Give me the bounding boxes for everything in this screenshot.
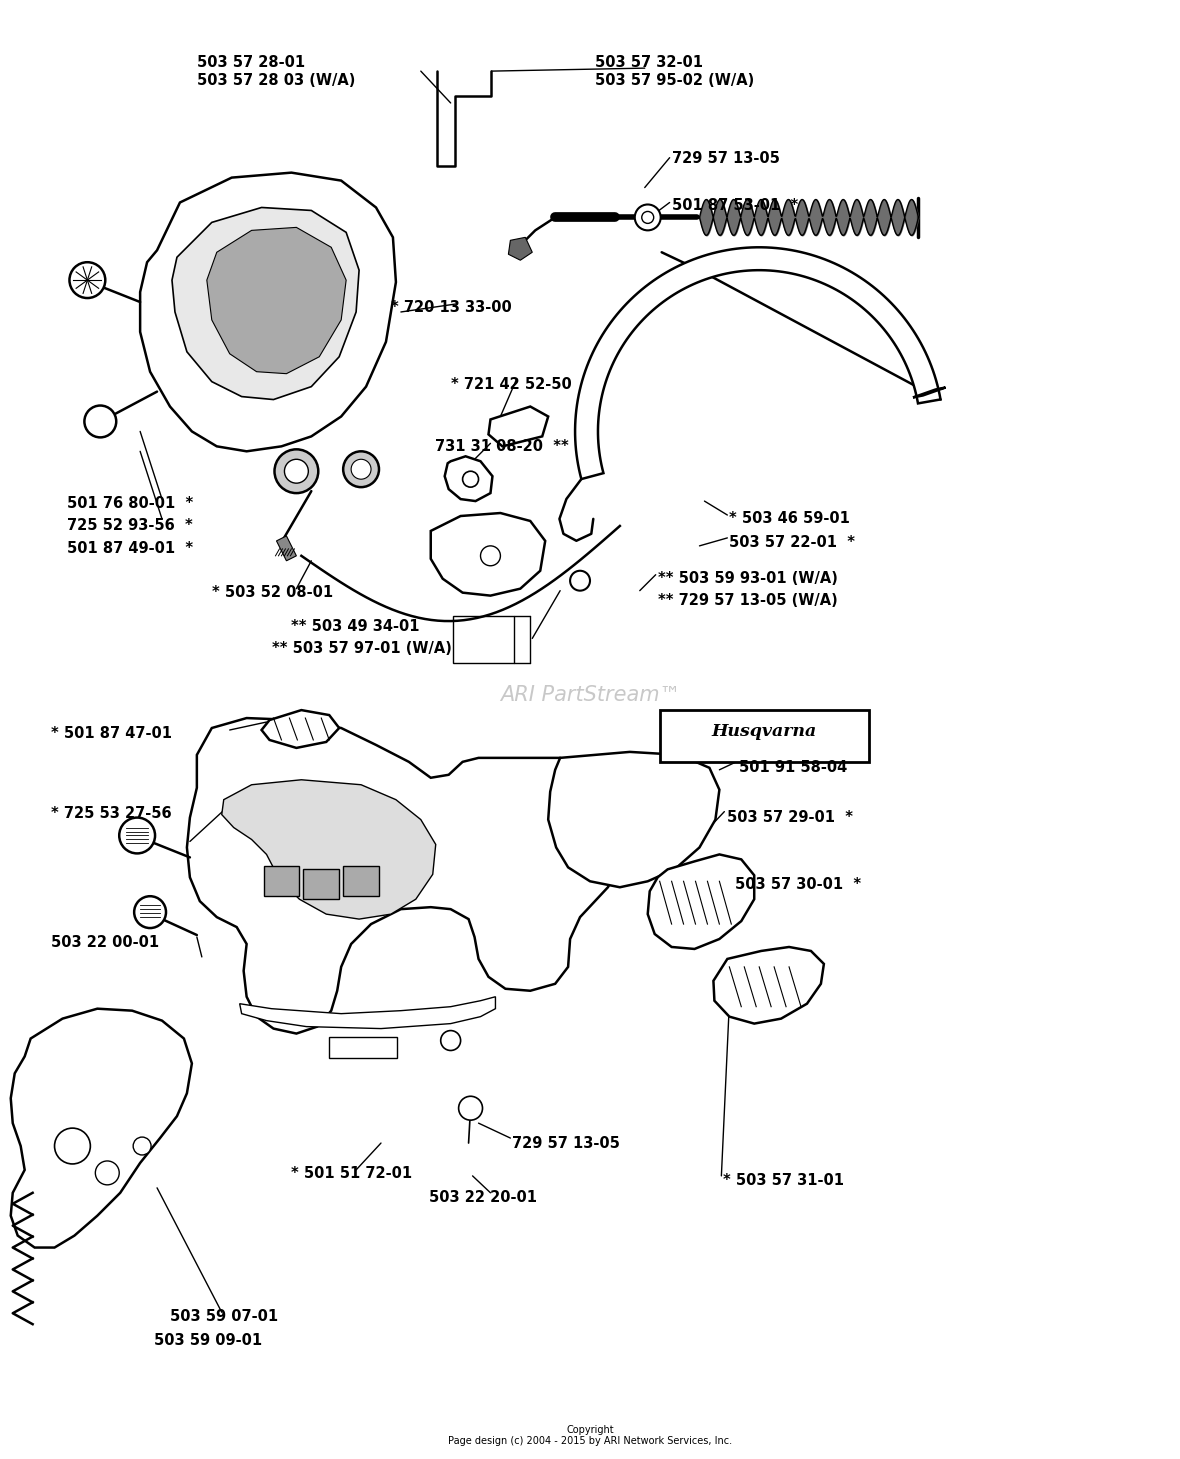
Polygon shape — [11, 1008, 192, 1247]
Polygon shape — [549, 751, 720, 887]
Text: 503 57 30-01  *: 503 57 30-01 * — [735, 877, 861, 893]
Polygon shape — [509, 238, 532, 260]
Text: 503 57 28-01
503 57 28 03 (W/A): 503 57 28-01 503 57 28 03 (W/A) — [197, 55, 355, 88]
Text: * 720 13 33-00: * 720 13 33-00 — [391, 301, 512, 315]
Text: 503 22 20-01: 503 22 20-01 — [428, 1191, 537, 1205]
Text: 729 57 13-05: 729 57 13-05 — [671, 150, 780, 166]
Polygon shape — [172, 207, 359, 400]
Circle shape — [96, 1161, 119, 1185]
Polygon shape — [262, 711, 339, 748]
Polygon shape — [575, 247, 940, 479]
Text: 725 52 93-56  *: 725 52 93-56 * — [67, 518, 194, 533]
Text: ARI PartStream™: ARI PartStream™ — [500, 686, 680, 705]
Circle shape — [642, 212, 654, 223]
Circle shape — [284, 460, 308, 483]
Bar — [303, 870, 339, 899]
Polygon shape — [648, 855, 754, 948]
Circle shape — [133, 1137, 151, 1156]
Text: 503 57 22-01  *: 503 57 22-01 * — [729, 535, 856, 550]
Polygon shape — [140, 172, 396, 451]
Circle shape — [275, 449, 319, 493]
Text: * 725 53 27-56: * 725 53 27-56 — [51, 805, 171, 820]
Text: 503 57 29-01  *: 503 57 29-01 * — [727, 810, 853, 824]
Text: ** 503 57 97-01 (W/A): ** 503 57 97-01 (W/A) — [271, 642, 452, 657]
Circle shape — [70, 263, 105, 298]
Text: 501 87 49-01  *: 501 87 49-01 * — [67, 541, 194, 556]
Text: * 501 87 47-01: * 501 87 47-01 — [51, 727, 171, 741]
Circle shape — [85, 406, 117, 438]
Text: 503 59 07-01: 503 59 07-01 — [170, 1309, 278, 1325]
Circle shape — [570, 570, 590, 591]
Text: * 721 42 52-50: * 721 42 52-50 — [451, 376, 571, 391]
Circle shape — [440, 1030, 460, 1050]
Text: 729 57 13-05: 729 57 13-05 — [512, 1137, 621, 1151]
Polygon shape — [276, 535, 296, 560]
Text: 501 76 80-01  *: 501 76 80-01 * — [67, 496, 194, 511]
Bar — [453, 616, 514, 664]
Circle shape — [119, 817, 155, 854]
Bar — [343, 867, 379, 896]
Polygon shape — [714, 947, 824, 1024]
Text: ** 503 49 34-01: ** 503 49 34-01 — [291, 619, 420, 633]
Polygon shape — [206, 228, 346, 374]
Bar — [329, 1036, 396, 1058]
Circle shape — [459, 1096, 483, 1121]
Text: * 503 57 31-01: * 503 57 31-01 — [723, 1173, 845, 1188]
Text: 503 22 00-01: 503 22 00-01 — [51, 935, 158, 950]
Text: * 503 52 08-01: * 503 52 08-01 — [211, 585, 333, 600]
Polygon shape — [489, 407, 549, 446]
Text: ** 503 59 93-01 (W/A): ** 503 59 93-01 (W/A) — [657, 570, 838, 585]
Polygon shape — [445, 457, 492, 500]
Polygon shape — [186, 718, 630, 1033]
Text: Copyright
Page design (c) 2004 - 2015 by ARI Network Services, Inc.: Copyright Page design (c) 2004 - 2015 by… — [448, 1424, 732, 1446]
Circle shape — [480, 546, 500, 566]
Text: Husqvarna: Husqvarna — [712, 724, 817, 741]
Polygon shape — [913, 388, 945, 397]
Circle shape — [343, 451, 379, 487]
Text: 503 59 09-01: 503 59 09-01 — [155, 1334, 262, 1348]
Text: 731 31 08-20  **: 731 31 08-20 ** — [434, 439, 569, 454]
Polygon shape — [240, 996, 496, 1029]
Text: 501 91 58-04: 501 91 58-04 — [740, 760, 847, 775]
Text: 501 87 53-01  *: 501 87 53-01 * — [671, 197, 798, 213]
Circle shape — [352, 460, 371, 479]
Circle shape — [54, 1128, 91, 1164]
Circle shape — [463, 471, 479, 487]
Polygon shape — [431, 514, 545, 595]
Bar — [263, 867, 300, 896]
Text: 503 57 32-01
503 57 95-02 (W/A): 503 57 32-01 503 57 95-02 (W/A) — [595, 55, 754, 88]
Text: * 501 51 72-01: * 501 51 72-01 — [291, 1166, 413, 1180]
Circle shape — [635, 204, 661, 231]
Polygon shape — [222, 779, 435, 919]
Text: * 503 46 59-01: * 503 46 59-01 — [729, 511, 851, 527]
Circle shape — [135, 896, 166, 928]
Bar — [660, 711, 868, 762]
Text: ** 729 57 13-05 (W/A): ** 729 57 13-05 (W/A) — [657, 592, 838, 607]
